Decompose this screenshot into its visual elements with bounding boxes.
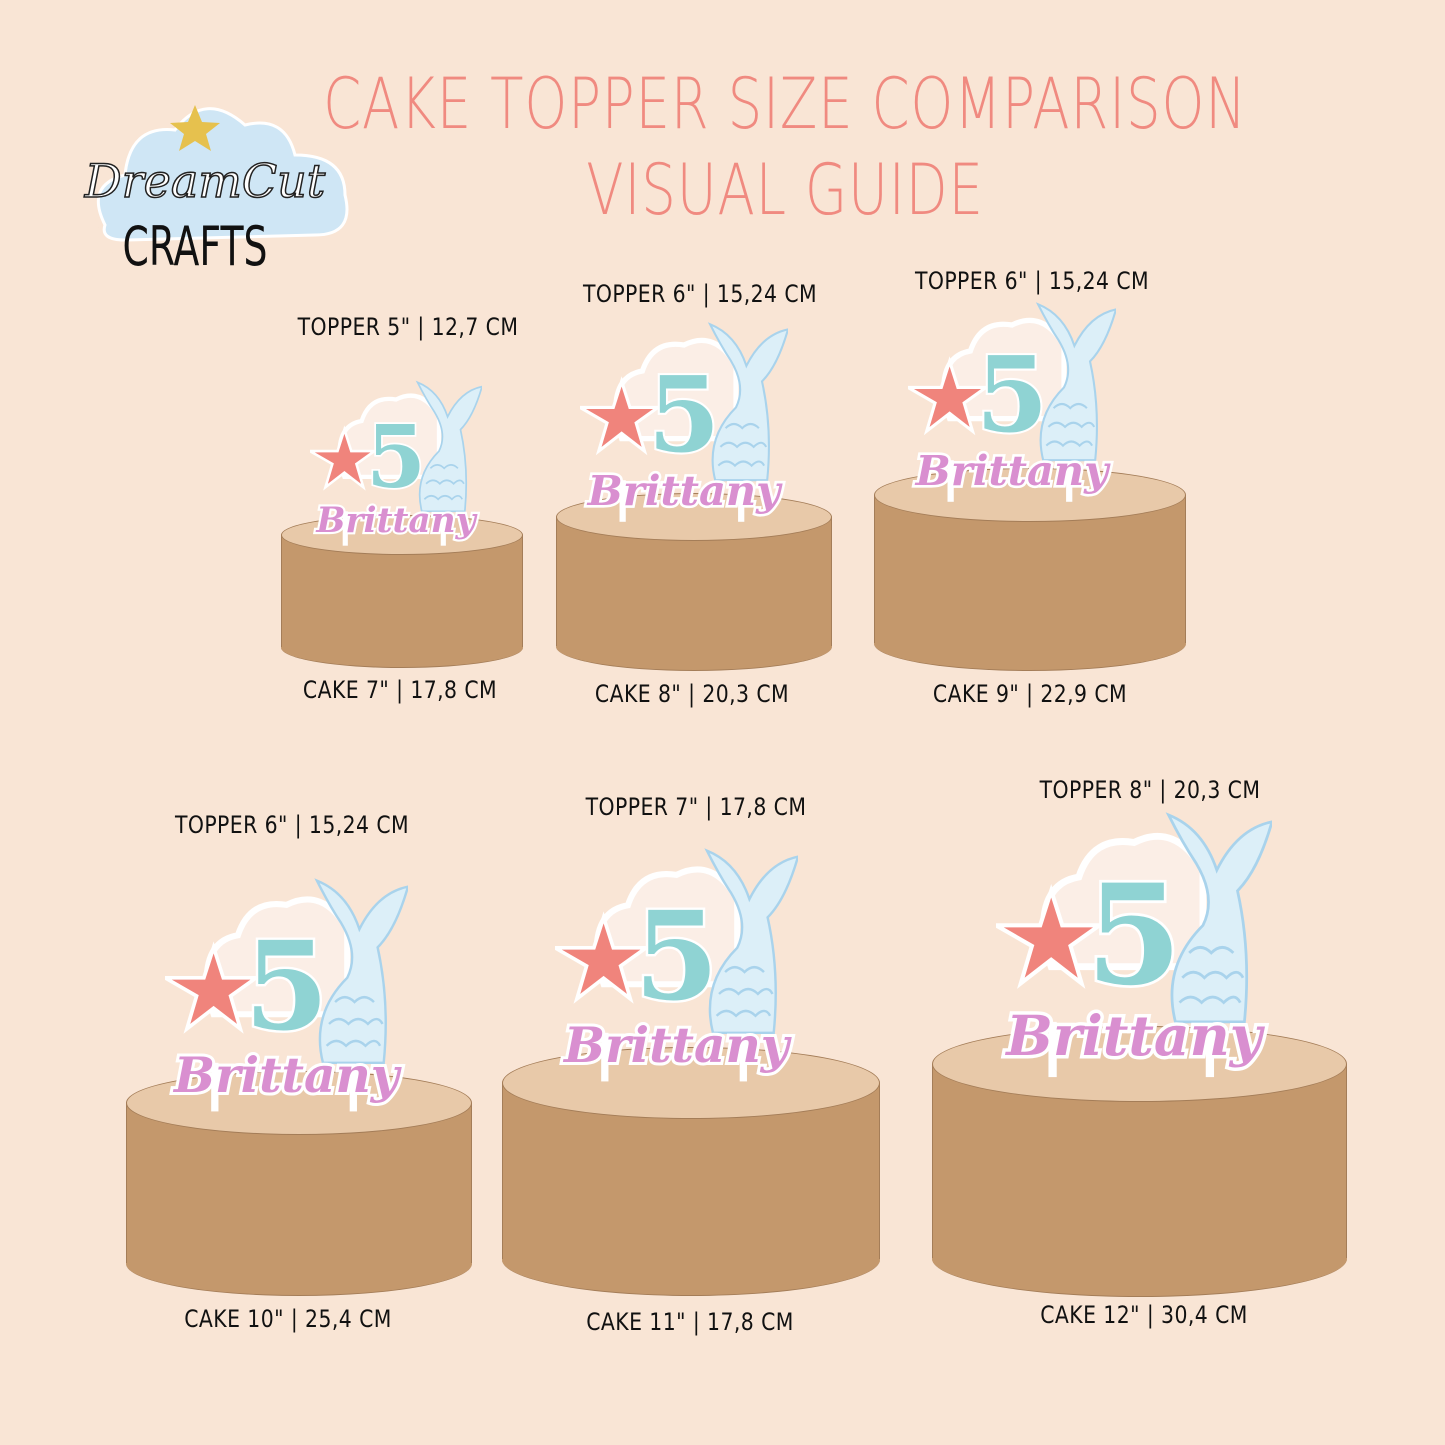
topper-name: Brittany: [315, 501, 477, 541]
topper-name: Brittany: [562, 1017, 793, 1074]
cake-top-2: [556, 493, 832, 541]
mermaid-tail-icon: [1035, 302, 1118, 462]
dreamcut-crafts-logo: DreamCut CRAFTS: [83, 80, 349, 304]
mermaid-tail-icon: [415, 380, 484, 513]
starfish-icon: [988, 884, 1106, 989]
mermaid-tail-icon: [707, 322, 790, 482]
topper-size-label: TOPPER 5" | 12,7 CM: [297, 313, 519, 341]
topper-number: 5: [244, 915, 329, 1058]
cake-size-label: CAKE 7" | 17,8 CM: [302, 676, 498, 704]
cake-topper: 5 Brittany: [305, 380, 484, 546]
topper-number: 5: [976, 333, 1048, 456]
starfish-icon: [158, 941, 262, 1034]
cake-size-label: CAKE 11" | 17,8 CM: [586, 1308, 794, 1336]
mermaid-tail-icon: [314, 878, 410, 1065]
topper-2: 5 Brittany: [574, 322, 790, 524]
topper-size-label: TOPPER 7" | 17,8 CM: [585, 793, 807, 821]
topper-4: 5 Brittany: [158, 878, 410, 1114]
starfish-icon: [305, 425, 379, 491]
topper-name: Brittany: [172, 1047, 403, 1104]
topper-5: 5 Brittany: [548, 848, 800, 1084]
title-line-1: CAKE TOPPER SIZE COMPARISON: [323, 63, 1247, 145]
cake-top-4: [126, 1071, 472, 1135]
starfish-icon: [902, 356, 991, 436]
title-line-2: VISUAL GUIDE: [586, 149, 984, 231]
cake-topper: 5 Brittany: [574, 322, 790, 522]
cake-size-label: CAKE 12" | 30,4 CM: [1040, 1301, 1248, 1329]
topper-number: 5: [634, 885, 719, 1028]
mermaid-tail-icon: [1165, 812, 1274, 1024]
cake-size-label: CAKE 9" | 22,9 CM: [932, 680, 1128, 708]
logo-word-text: CRAFTS: [122, 215, 267, 278]
cake-6: [932, 1026, 1347, 1297]
topper-number: 5: [1086, 853, 1182, 1016]
cake-4: [126, 1071, 472, 1296]
logo-script-text: DreamCut: [84, 154, 326, 208]
topper-name: Brittany: [915, 446, 1111, 495]
topper-size-label: TOPPER 6" | 15,24 CM: [914, 267, 1150, 295]
topper-name: Brittany: [587, 466, 783, 515]
mermaid-tail-icon: [704, 848, 800, 1035]
cake-topper: 5 Brittany: [548, 848, 800, 1082]
cake-top-3: [874, 468, 1186, 522]
cake-top-5: [502, 1047, 880, 1119]
topper-3: 5 Brittany: [902, 302, 1118, 504]
cake-topper: 5 Brittany: [902, 302, 1118, 502]
topper-size-label: TOPPER 6" | 15,24 CM: [582, 280, 818, 308]
topper-size-label: TOPPER 8" | 20,3 CM: [1039, 776, 1261, 804]
starfish-icon: [548, 911, 652, 1004]
cake-top-1: [281, 515, 523, 555]
star-icon: [170, 105, 220, 151]
topper-size-label: TOPPER 6" | 15,24 CM: [174, 811, 410, 839]
topper-name: Brittany: [1004, 1004, 1266, 1069]
cake-top-6: [932, 1026, 1347, 1102]
cake-size-label: CAKE 8" | 20,3 CM: [594, 680, 790, 708]
topper-number: 5: [648, 353, 720, 476]
topper-number: 5: [366, 407, 426, 508]
cake-size-label: CAKE 10" | 25,4 CM: [184, 1305, 392, 1333]
cake-topper: 5 Brittany: [158, 878, 410, 1112]
cake-topper: 5 Brittany: [988, 812, 1274, 1078]
topper-1: 5 Brittany: [305, 378, 484, 550]
topper-6: 5 Brittany: [988, 810, 1274, 1082]
cake-3: [874, 468, 1186, 671]
starfish-icon: [574, 376, 663, 456]
